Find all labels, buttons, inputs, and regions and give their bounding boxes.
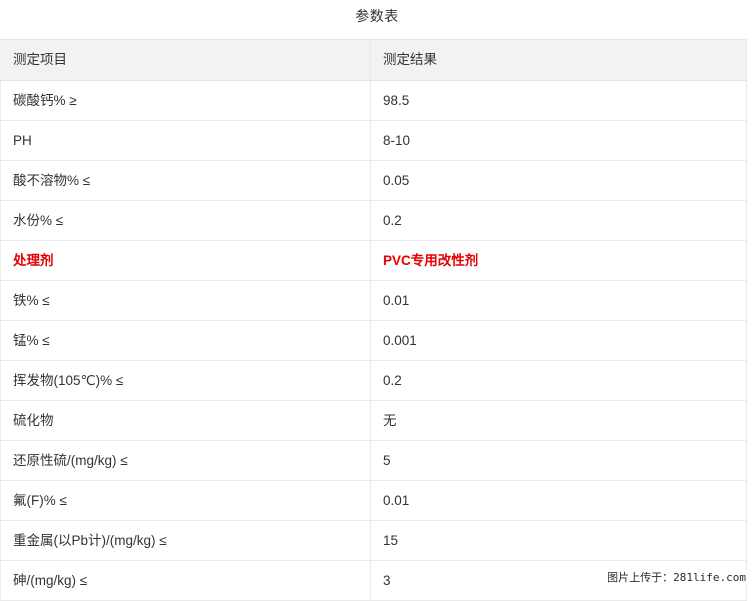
table-row: 锰% ≤0.001	[0, 320, 747, 361]
table-header: 测定项目 测定结果	[0, 39, 747, 81]
parameter-table-container: 测定项目 测定结果 碳酸钙% ≥98.5 PH 8-10 酸不溶物% ≤0.05 水份%…	[0, 39, 747, 601]
cell-measurement-result: 0.05	[370, 160, 747, 201]
table-row: 重金属(以Pb计)/(mg/kg) ≤15	[0, 520, 747, 561]
table-row: 处理剂 PVC专用改性剂	[0, 240, 747, 281]
upload-watermark: 图片上传于：281life.com	[605, 570, 748, 585]
cell-measurement-item: 挥发物(105℃)% ≤	[0, 360, 371, 401]
cell-measurement-result: 0.001	[370, 320, 747, 361]
cell-measurement-item: 砷/(mg/kg) ≤	[0, 560, 371, 601]
parameter-table: 测定项目 测定结果 碳酸钙% ≥98.5 PH 8-10 酸不溶物% ≤0.05 水份%…	[0, 39, 747, 601]
table-body: 碳酸钙% ≥98.5 PH 8-10 酸不溶物% ≤0.05 水份% ≤0.2 处理剂 PV…	[0, 80, 747, 601]
table-row: 挥发物(105℃)% ≤0.2	[0, 360, 747, 401]
cell-measurement-item: 硫化物	[0, 400, 371, 441]
column-header-result: 测定结果	[370, 39, 747, 81]
table-row: 铁% ≤0.01	[0, 280, 747, 321]
cell-measurement-result: 无	[370, 400, 747, 441]
page-title-text: 参数表	[355, 8, 399, 24]
cell-measurement-result: 98.5	[370, 80, 747, 121]
cell-measurement-item: PH	[0, 120, 371, 161]
cell-measurement-item: 水份% ≤	[0, 200, 371, 241]
cell-measurement-result: PVC专用改性剂	[370, 240, 747, 281]
table-row: 水份% ≤0.2	[0, 200, 747, 241]
table-row: 还原性硫/(mg/kg) ≤5	[0, 440, 747, 481]
table-row: 硫化物无	[0, 400, 747, 441]
cell-measurement-result: 5	[370, 440, 747, 481]
table-row: PH 8-10	[0, 120, 747, 161]
cell-measurement-result: 0.2	[370, 200, 747, 241]
table-row: 氟(F)% ≤0.01	[0, 480, 747, 521]
table-row: 碳酸钙% ≥98.5	[0, 80, 747, 121]
cell-measurement-result: 15	[370, 520, 747, 561]
cell-measurement-item: 铁% ≤	[0, 280, 371, 321]
cell-measurement-item: 处理剂	[0, 240, 371, 281]
page-title: 参数表	[0, 0, 754, 23]
table-row: 酸不溶物% ≤0.05	[0, 160, 747, 201]
cell-measurement-result: 8-10	[370, 120, 747, 161]
cell-measurement-item: 氟(F)% ≤	[0, 480, 371, 521]
cell-measurement-item: 酸不溶物% ≤	[0, 160, 371, 201]
table-header-row: 测定项目 测定结果	[0, 39, 747, 81]
cell-measurement-result: 0.2	[370, 360, 747, 401]
cell-measurement-item: 重金属(以Pb计)/(mg/kg) ≤	[0, 520, 371, 561]
cell-measurement-item: 还原性硫/(mg/kg) ≤	[0, 440, 371, 481]
cell-measurement-item: 锰% ≤	[0, 320, 371, 361]
cell-measurement-result: 0.01	[370, 280, 747, 321]
cell-measurement-item: 碳酸钙% ≥	[0, 80, 371, 121]
column-header-item: 测定项目	[0, 39, 371, 81]
cell-measurement-result: 0.01	[370, 480, 747, 521]
